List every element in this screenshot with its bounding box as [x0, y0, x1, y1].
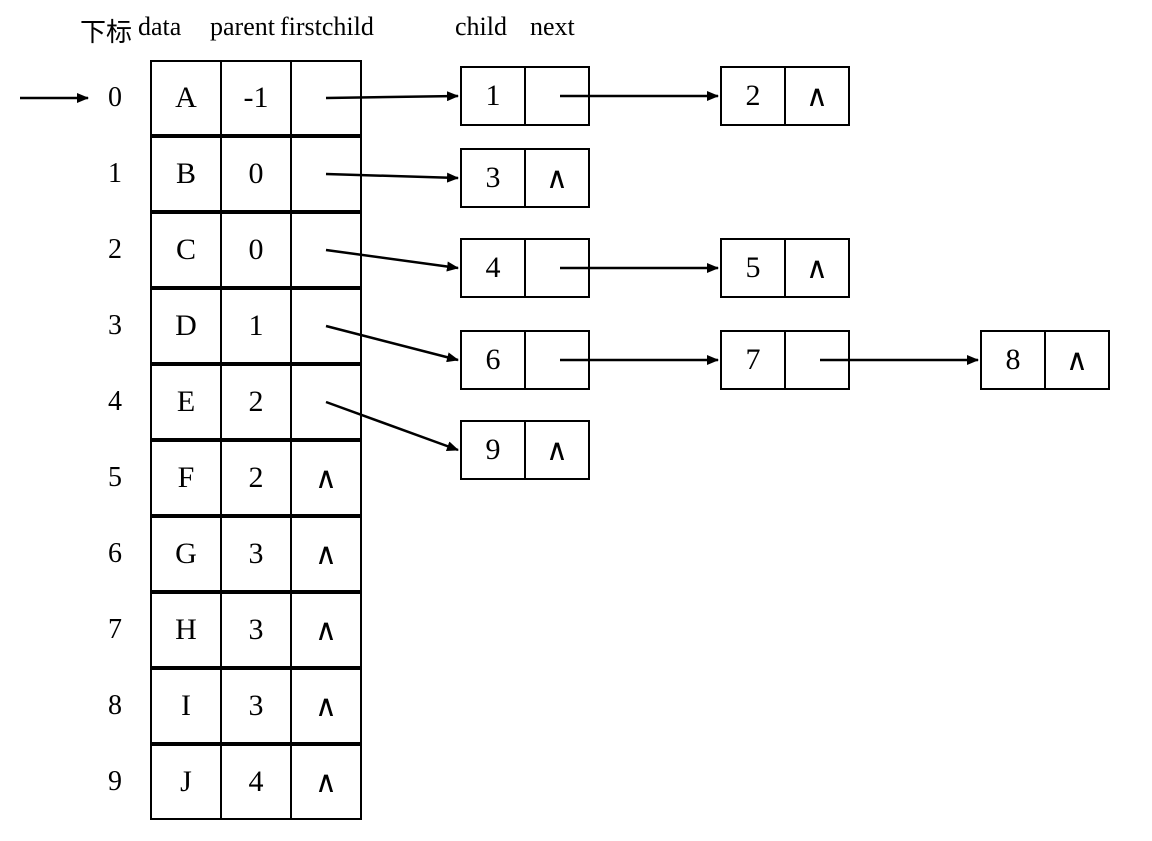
cell-parent: 0 — [220, 212, 292, 288]
cell-data: F — [150, 440, 222, 516]
cell-firstchild — [290, 364, 362, 440]
header-index: 下标 — [80, 12, 132, 49]
header-firstchild: firstchild — [280, 12, 374, 42]
cell-parent: 3 — [220, 668, 292, 744]
cell-parent: -1 — [220, 60, 292, 136]
cell-data: H — [150, 592, 222, 668]
header-parent: parent — [210, 12, 275, 42]
header-data: data — [138, 12, 181, 42]
diagram-container: { "headers": { "index": "下标", "data": "d… — [0, 0, 1152, 841]
cell-data: E — [150, 364, 222, 440]
row-index: 0 — [92, 82, 122, 114]
cell-data: B — [150, 136, 222, 212]
node-child: 1 — [460, 66, 526, 126]
row-index: 5 — [92, 462, 122, 494]
cell-data: I — [150, 668, 222, 744]
cell-firstchild: ∧ — [290, 516, 362, 592]
cell-firstchild: ∧ — [290, 744, 362, 820]
cell-firstchild — [290, 60, 362, 136]
node-child: 7 — [720, 330, 786, 390]
cell-data: G — [150, 516, 222, 592]
row-index: 9 — [92, 766, 122, 798]
node-next: ∧ — [784, 66, 850, 126]
node-child: 2 — [720, 66, 786, 126]
header-child: child — [455, 12, 507, 42]
row-index: 8 — [92, 690, 122, 722]
node-next: ∧ — [1044, 330, 1110, 390]
cell-data: D — [150, 288, 222, 364]
node-child: 3 — [460, 148, 526, 208]
node-child: 4 — [460, 238, 526, 298]
cell-parent: 0 — [220, 136, 292, 212]
node-next — [524, 238, 590, 298]
cell-firstchild — [290, 288, 362, 364]
row-index: 7 — [92, 614, 122, 646]
row-index: 1 — [92, 158, 122, 190]
cell-firstchild — [290, 136, 362, 212]
node-next — [524, 66, 590, 126]
node-next — [784, 330, 850, 390]
node-next: ∧ — [524, 148, 590, 208]
row-index: 6 — [92, 538, 122, 570]
cell-parent: 4 — [220, 744, 292, 820]
cell-firstchild: ∧ — [290, 440, 362, 516]
cell-data: J — [150, 744, 222, 820]
cell-firstchild: ∧ — [290, 592, 362, 668]
cell-parent: 3 — [220, 516, 292, 592]
node-child: 5 — [720, 238, 786, 298]
cell-firstchild: ∧ — [290, 668, 362, 744]
node-next: ∧ — [524, 420, 590, 480]
cell-data: C — [150, 212, 222, 288]
row-index: 2 — [92, 234, 122, 266]
cell-data: A — [150, 60, 222, 136]
cell-parent: 2 — [220, 364, 292, 440]
node-child: 8 — [980, 330, 1046, 390]
node-child: 9 — [460, 420, 526, 480]
row-index: 3 — [92, 310, 122, 342]
node-next — [524, 330, 590, 390]
row-index: 4 — [92, 386, 122, 418]
cell-parent: 2 — [220, 440, 292, 516]
header-next: next — [530, 12, 575, 42]
cell-parent: 1 — [220, 288, 292, 364]
node-child: 6 — [460, 330, 526, 390]
node-next: ∧ — [784, 238, 850, 298]
cell-firstchild — [290, 212, 362, 288]
cell-parent: 3 — [220, 592, 292, 668]
